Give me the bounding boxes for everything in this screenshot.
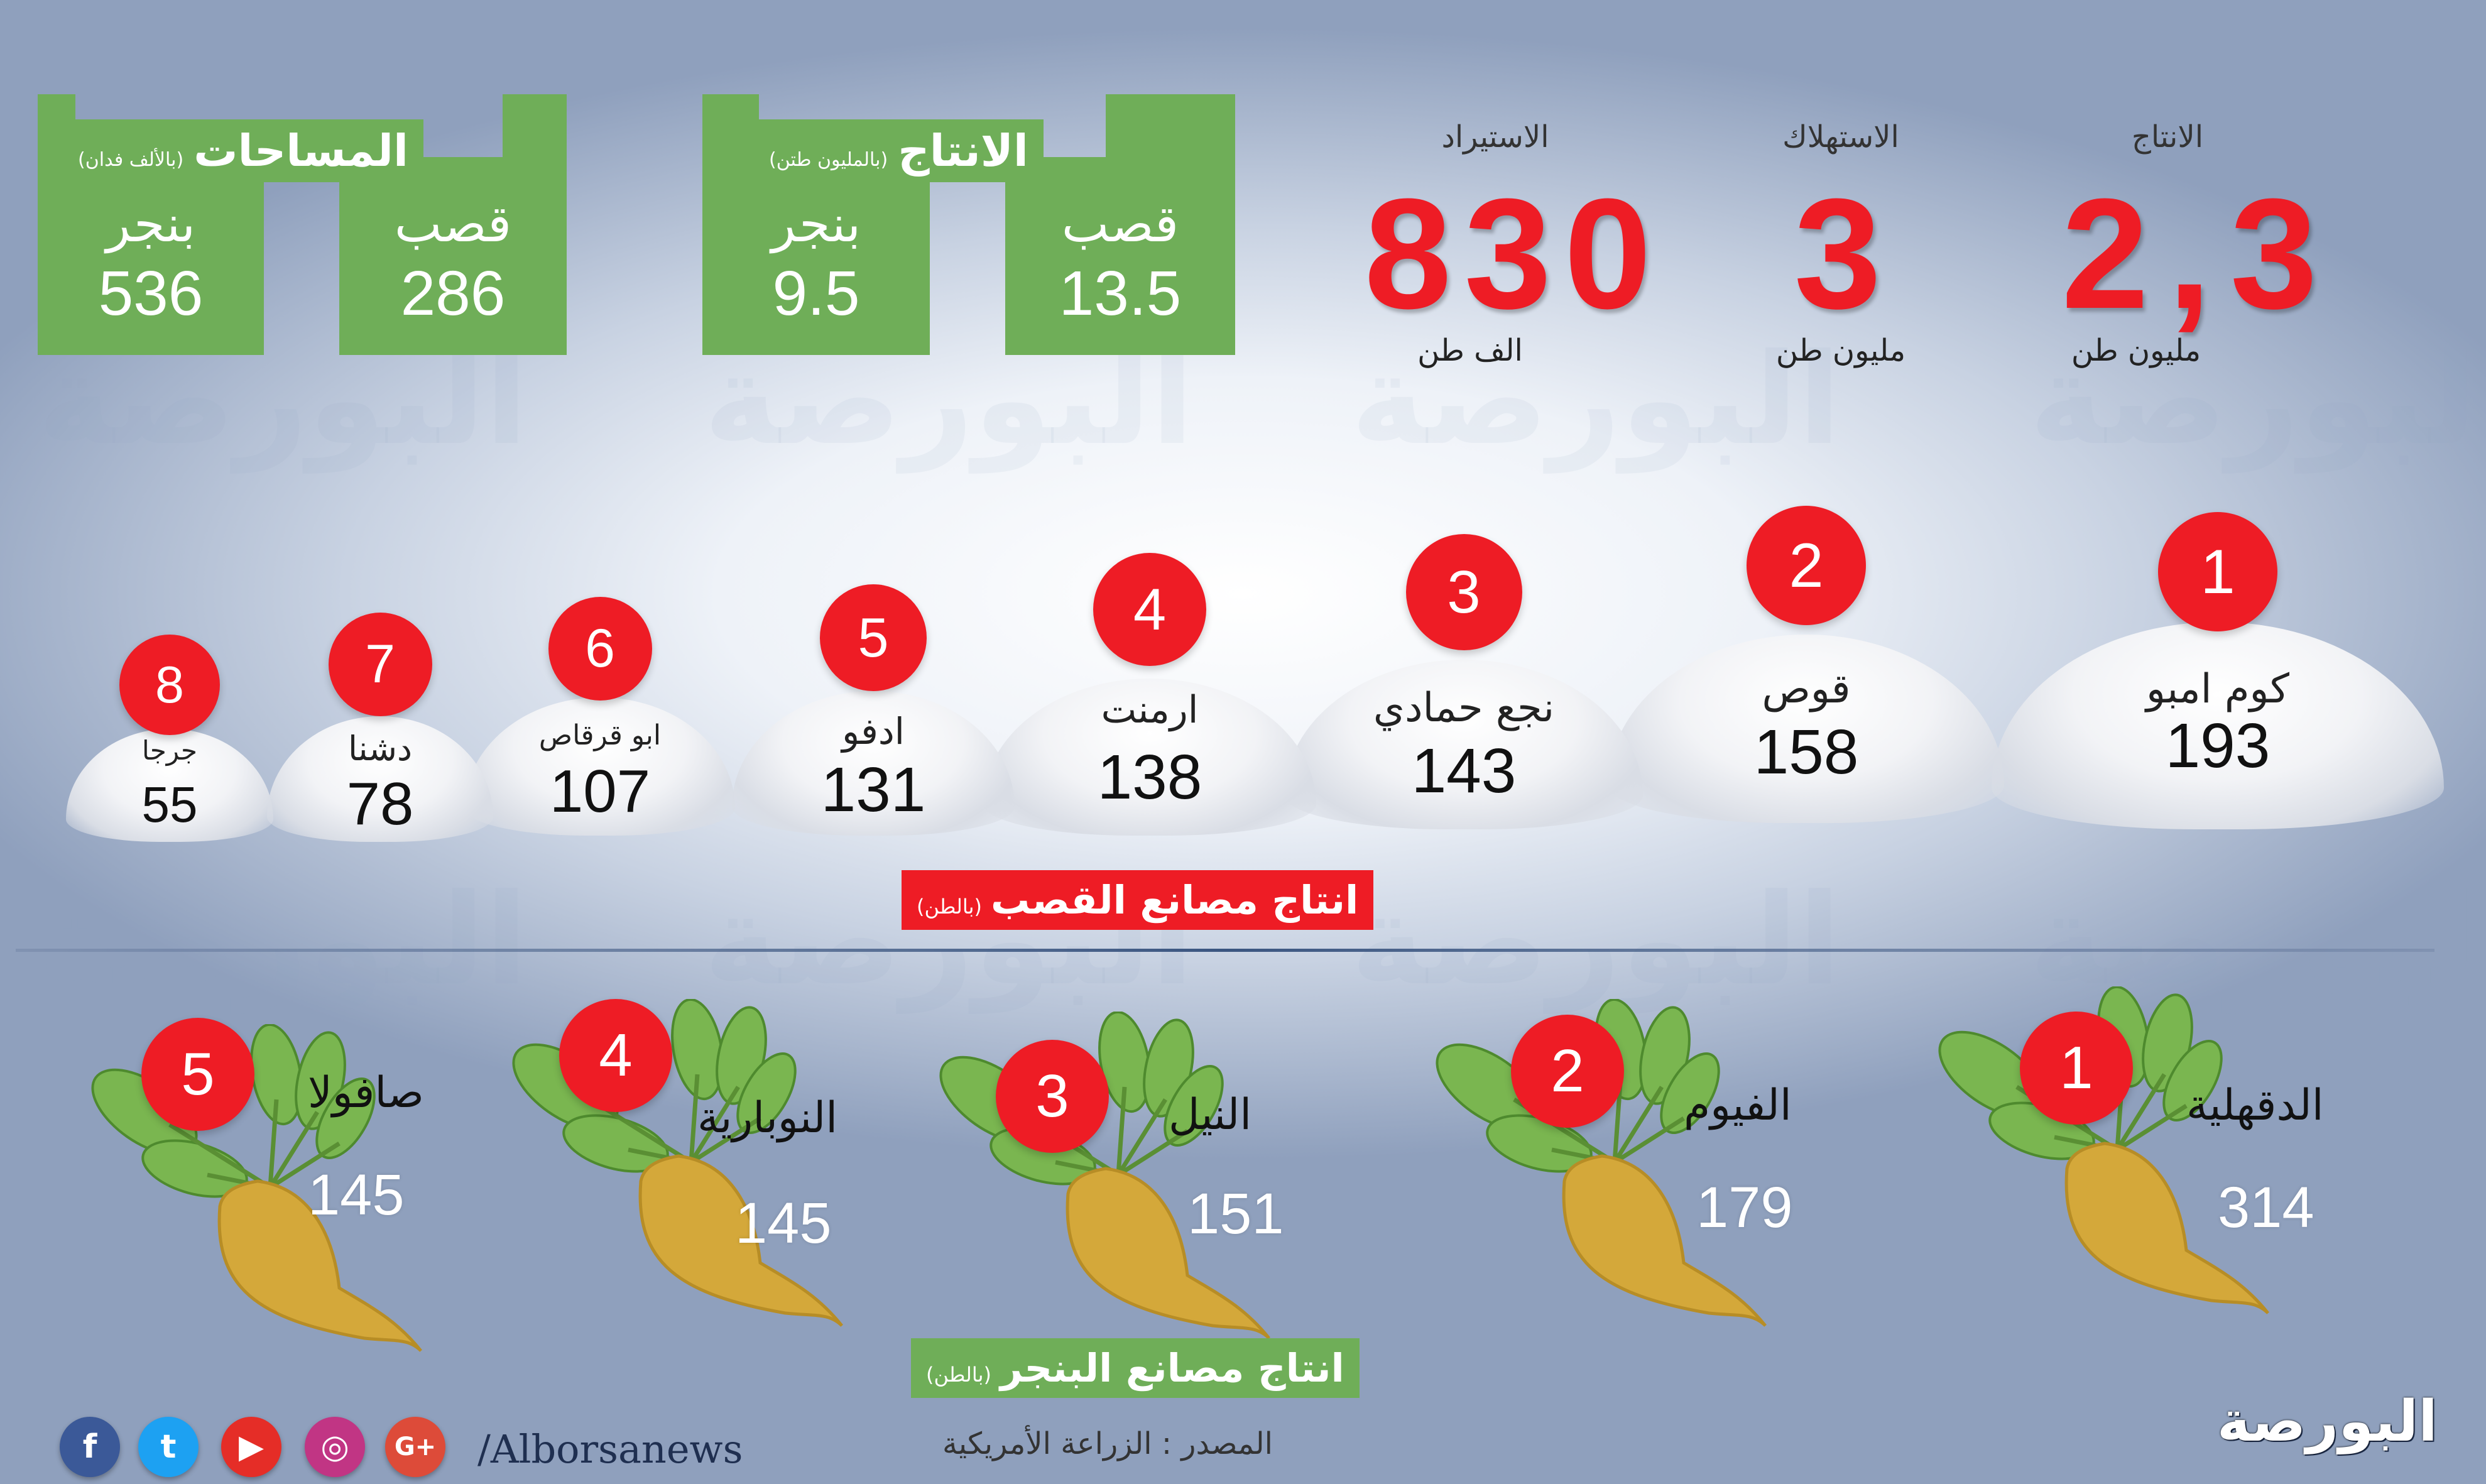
stat-import-label: الاستيراد <box>1441 119 1549 155</box>
sugar-beet-icon <box>69 1023 459 1366</box>
factory-name: الفيوم <box>1684 1081 1792 1130</box>
area-top-strip-right <box>503 94 567 163</box>
factory-production-value: 55 <box>141 777 198 832</box>
watermark: البورصة <box>2029 327 2486 473</box>
production-beet-label: بنجر <box>771 195 861 253</box>
production-cane-value: 13.5 <box>1059 258 1182 329</box>
watermark: البورصة <box>38 867 528 1013</box>
section-divider <box>16 949 2434 952</box>
watermark: البورصة <box>1351 867 1841 1013</box>
rank-badge: 5 <box>141 1018 254 1131</box>
source-note: المصدر : الزراعة الأمريكية <box>942 1426 1273 1461</box>
rank-badge: 3 <box>1405 534 1522 650</box>
factory-name: النوبارية <box>697 1093 838 1143</box>
sugar-beet-icon <box>1414 998 1803 1341</box>
factory-name: ادفو <box>842 710 905 753</box>
beet-caption-title: انتاج مصانع البنجر <box>1000 1345 1344 1391</box>
youtube-icon[interactable]: ▶ <box>221 1417 281 1477</box>
area-cane-label: قصب <box>394 195 512 253</box>
area-header: المساحات (بالألف فدان) <box>63 119 423 182</box>
area-beet-panel: بنجر 536 <box>38 157 264 355</box>
factory-production-value: 314 <box>2218 1176 2314 1240</box>
production-top-strip-right <box>1106 94 1235 163</box>
stat-import-unit: الف طن <box>1417 333 1523 368</box>
factory-name: دشنا <box>347 729 413 768</box>
rank-badge: 4 <box>1093 553 1206 666</box>
instagram-icon[interactable]: ◎ <box>305 1417 365 1477</box>
rank-badge: 5 <box>820 584 927 691</box>
rank-badge: 3 <box>996 1040 1109 1153</box>
rank-badge: 1 <box>2158 512 2277 631</box>
cane-caption: انتاج مصانع القصب (بالطن) <box>902 870 1374 930</box>
beet-caption-unit: (بالطن) <box>926 1363 991 1387</box>
factory-production-value: 78 <box>346 770 414 837</box>
rank-badge: 2 <box>1511 1015 1624 1128</box>
area-title: المساحات <box>194 125 408 177</box>
twitter-icon[interactable]: t <box>138 1417 199 1477</box>
production-top-strip-left <box>702 94 759 163</box>
social-handle[interactable]: /Alborsanews <box>477 1426 743 1472</box>
factory-production-value: 107 <box>549 758 651 825</box>
rank-badge: 4 <box>559 999 672 1112</box>
rank-badge: 8 <box>119 635 220 735</box>
rank-badge: 6 <box>548 597 652 701</box>
factory-name: كوم امبو <box>2146 666 2289 712</box>
stat-consumption-unit: مليون طن <box>1775 333 1906 368</box>
factory-name: نجع حمادي <box>1373 685 1555 731</box>
watermark: البورصة <box>1351 327 1841 473</box>
watermark: البورصة <box>2029 867 2486 1013</box>
factory-production-value: 193 <box>2165 711 2271 781</box>
factory-name: ابو قرقاص <box>538 719 662 751</box>
stat-production-value: 2,3 <box>2061 166 2336 341</box>
factory-name: ارمنت <box>1101 688 1199 732</box>
rank-badge: 2 <box>1747 506 1866 625</box>
area-unit: (بالألف فدان) <box>78 149 184 171</box>
stat-consumption-value: 3 <box>1794 166 1900 341</box>
factory-name: قوص <box>1762 666 1851 712</box>
factory-production-value: 151 <box>1187 1182 1284 1246</box>
cane-caption-title: انتاج مصانع القصب <box>990 877 1359 923</box>
brand-logo: البورصة <box>2211 1389 2438 1470</box>
area-cane-value: 286 <box>400 258 506 329</box>
stat-production-label: الانتاج <box>2131 119 2204 155</box>
factory-name: صافولا <box>308 1068 424 1118</box>
production-beet-value: 9.5 <box>772 258 860 329</box>
factory-production-value: 143 <box>1411 736 1517 806</box>
beet-caption: انتاج مصانع البنجر (بالطن) <box>911 1338 1360 1398</box>
production-header: الانتاج (بالمليون طتن) <box>754 119 1044 182</box>
area-beet-value: 536 <box>98 258 204 329</box>
cane-caption-unit: (بالطن) <box>917 895 982 919</box>
area-beet-label: بنجر <box>106 195 196 253</box>
stat-consumption-label: الاستهلاك <box>1782 119 1899 155</box>
factory-name: الدقهلية <box>2186 1081 2324 1130</box>
production-unit: (بالمليون طتن) <box>769 149 888 171</box>
rank-badge: 1 <box>2020 1012 2133 1125</box>
production-cane-panel: قصب 13.5 <box>1005 157 1235 355</box>
factory-production-value: 138 <box>1097 742 1202 812</box>
factory-production-value: 131 <box>820 755 926 825</box>
factory-name: النيل <box>1169 1090 1252 1140</box>
production-title: الانتاج <box>898 125 1028 177</box>
factory-production-value: 158 <box>1753 717 1859 787</box>
stat-import-value: 830 <box>1364 166 1664 341</box>
sugar-beet-icon <box>490 998 880 1341</box>
factory-production-value: 145 <box>735 1191 832 1255</box>
production-cane-label: قصب <box>1061 195 1179 253</box>
stat-production-unit: مليون طن <box>2071 333 2201 368</box>
factory-name: جرجا <box>142 735 197 766</box>
rank-badge: 7 <box>328 613 432 716</box>
factory-production-value: 179 <box>1696 1176 1793 1240</box>
area-cane-panel: قصب 286 <box>339 157 567 355</box>
logo-text: البورصة <box>2216 1389 2438 1454</box>
google-plus-icon[interactable]: G+ <box>385 1417 445 1477</box>
facebook-icon[interactable]: f <box>60 1417 120 1477</box>
factory-production-value: 145 <box>308 1163 405 1227</box>
production-beet-panel: بنجر 9.5 <box>702 157 930 355</box>
